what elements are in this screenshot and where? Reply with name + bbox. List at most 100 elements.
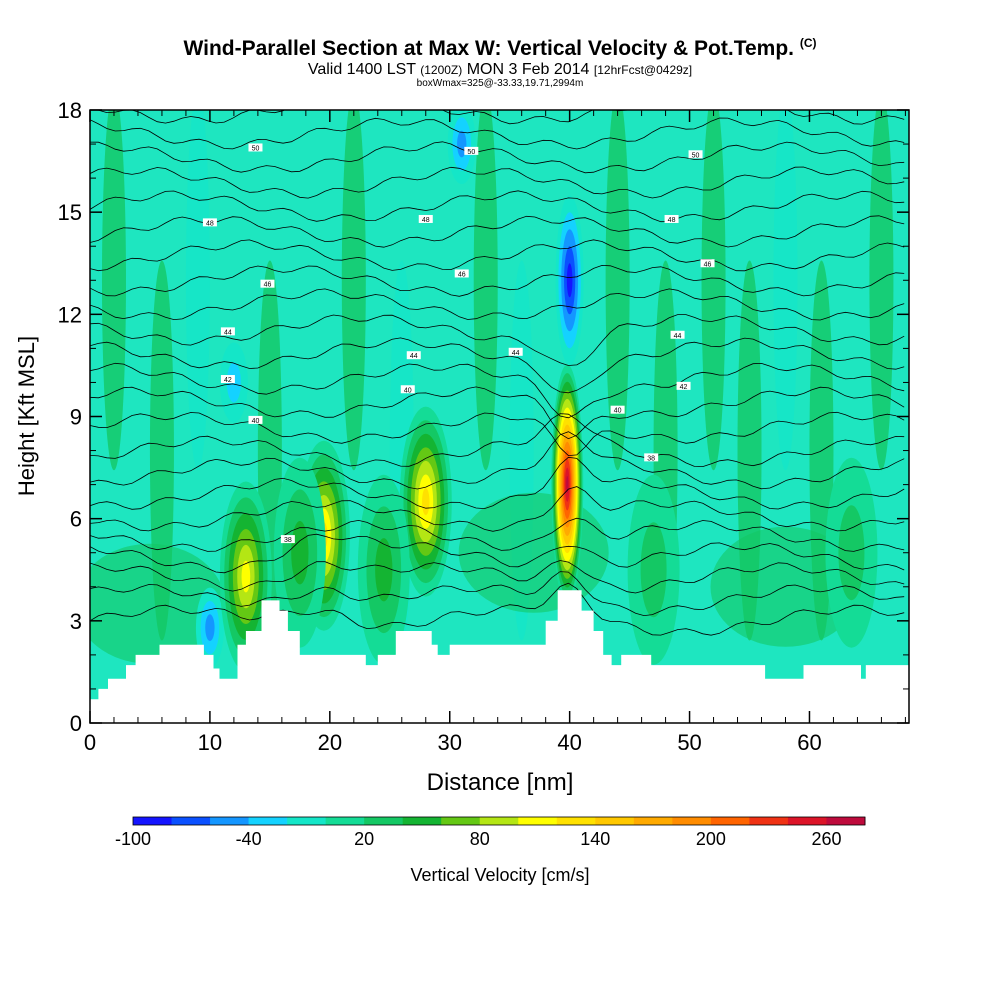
velocity-band [101,110,126,471]
colorbar-tick-label: -100 [115,829,151,849]
theta-contour-line [90,362,905,419]
theta-contour-label: 44 [670,330,685,340]
velocity-band [701,110,726,471]
theta-contour-label: 48 [418,214,433,224]
theta-contour-line [90,117,905,150]
contour-label-bg [670,330,685,339]
colorbar-swatch [479,817,519,825]
valid-utc: (1200Z) [420,63,463,77]
colorbar: -100 -40 20 80 140 200 260 [115,816,866,849]
box-info: boxWmax=325@-33.33,19.71,2994m [416,78,584,89]
colorbar-swatch [248,817,288,825]
contour-label-bg [676,381,691,390]
theta-contour-label: 50 [464,146,479,156]
downdraft-core [457,130,467,158]
contour-label-text: 46 [458,271,466,278]
theta-contour-line [90,411,905,457]
theta-contour-line [90,69,904,100]
theta-contour-label: 46 [700,259,715,268]
contour-label-bg [610,405,625,414]
contour-label-bg [644,453,659,462]
updraft-core [241,560,251,593]
theta-contour-label: 38 [280,535,295,544]
velocity-band [869,110,894,471]
contour-label-text: 42 [680,384,688,391]
contour-label-text: 42 [224,377,232,384]
theta-contour-line [90,456,905,510]
x-tick-label: 60 [797,730,821,755]
x-tick-label: 40 [557,730,581,755]
theta-contour-line [90,166,905,199]
theta-contour-label: 44 [508,347,523,357]
contour-label-bg [454,269,469,278]
contour-label-text: 48 [668,217,676,224]
x-tick-label: 0 [84,730,96,755]
x-tick-label: 10 [198,730,222,755]
theta-contour-label: 42 [220,375,235,384]
colorbar-swatch [133,817,173,825]
contour-label-text: 48 [422,217,430,224]
theta-contour-line [90,264,905,297]
theta-contour-line [90,413,905,468]
contour-label-bg [280,535,295,544]
contour-label-bg [688,150,703,159]
valid-time: Valid 1400 LST [307,61,416,78]
chart-subtitle: Valid 1400 LST (1200Z) MON 3 Feb 2014 [1… [0,61,1000,79]
colorbar-swatch [441,817,481,825]
colorbar-tick-label: 260 [811,829,841,849]
contour-label-bg [248,143,263,152]
colorbar-swatch [402,817,442,825]
contour-label-bg [700,259,715,268]
x-axis-label: Distance [nm] [427,769,574,796]
contour-label-bg [406,351,421,360]
contour-label-bg [220,375,235,384]
colorbar-tick-label: -40 [236,829,262,849]
contour-label-text: 46 [704,261,712,268]
colorbar-tick-label: 80 [470,829,490,849]
x-tick-label: 50 [677,730,701,755]
contour-label-text: 44 [224,329,232,336]
chart-title-text: Wind-Parallel Section at Max W: Vertical… [183,37,794,60]
forecast-info: [12hrFcst@0429z] [593,63,693,77]
theta-contour-line [90,337,905,394]
contour-label-text: 38 [284,537,292,544]
theta-contour-label: 48 [202,218,217,227]
velocity-band [341,110,366,471]
updraft-core [838,505,865,601]
colorbar-swatch [672,817,712,825]
theta-contour-line [97,110,905,125]
contour-label-bg [508,347,523,356]
contour-label-text: 50 [467,149,475,156]
theta-contour-line [90,386,905,440]
velocity-band [605,110,630,471]
contour-label-text: 50 [252,145,260,152]
colorbar-swatch [364,817,404,825]
updraft-core [422,488,430,516]
colorbar-tick-label: 200 [696,829,726,849]
theta-contour-label: 50 [688,150,703,159]
terrain-mask [90,590,909,723]
chart-title: Wind-Parallel Section at Max W: Vertical… [0,36,1000,61]
y-tick-label: 9 [70,405,82,430]
theta-contour-line [90,517,905,552]
contour-label-text: 38 [647,455,655,462]
downdraft-core [566,263,573,298]
theta-contour-line [90,141,905,174]
downdraft-core [205,614,215,641]
colorbar-swatch [556,817,596,825]
theta-contour-label: 40 [248,415,263,425]
colorbar-swatch [710,817,750,825]
theta-contour-line [90,571,905,617]
contour-label-text: 50 [692,152,700,159]
contour-label-bg [202,218,217,227]
theta-contour-line [90,533,905,574]
contour-label-bg [260,279,275,288]
y-tick-label: 18 [58,98,82,123]
colorbar-swatch [325,817,365,825]
theta-contour-label: 42 [676,381,691,391]
theta-contour-line [90,239,905,272]
y-tick-label: 0 [70,711,82,736]
theta-contour-line [90,486,905,532]
colorbar-swatch [749,817,789,825]
